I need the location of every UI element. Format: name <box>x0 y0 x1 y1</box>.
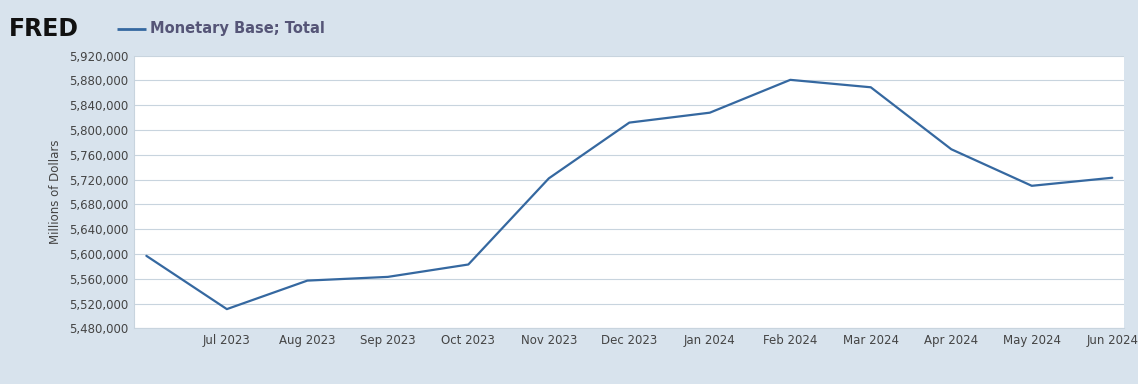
Text: Monetary Base; Total: Monetary Base; Total <box>150 21 325 36</box>
Y-axis label: Millions of Dollars: Millions of Dollars <box>49 140 63 244</box>
Text: FRED: FRED <box>9 17 80 41</box>
